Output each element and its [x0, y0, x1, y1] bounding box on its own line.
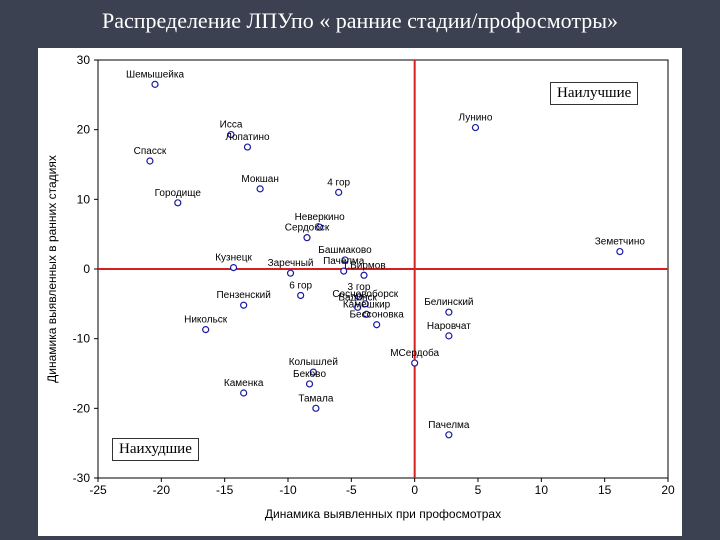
data-point [151, 80, 159, 88]
data-point [373, 321, 381, 329]
data-point-label: Шемышейка [126, 69, 185, 80]
chart-frame: -25 -20 -15 -10 -5 0 5 10 15 20 -30 -20 -10 0 10 20 30 Ди… [38, 48, 682, 536]
data-point-label: Тамала [298, 393, 333, 404]
data-point [286, 269, 295, 277]
data-point [361, 300, 369, 308]
data-point-label: Каменка [224, 378, 264, 389]
data-point-label: Исса [220, 120, 243, 131]
data-point-label: Никольск [184, 315, 228, 326]
data-point-label: Колышлей [289, 357, 338, 368]
data-point [335, 188, 343, 196]
data-point-label: Пачелма [428, 420, 470, 431]
data-point [256, 185, 264, 193]
data-point [411, 359, 419, 367]
data-point-label: Наровчат [427, 321, 471, 332]
data-point-label: Лунино [459, 113, 493, 124]
data-point-label: 4 гор [327, 177, 350, 188]
data-point [174, 199, 182, 207]
data-point-label: Башмаково [318, 245, 372, 256]
x-tick-label: 0 [411, 483, 418, 497]
data-point-label: Вадинск [338, 292, 377, 303]
points-layer [146, 80, 624, 439]
data-point-label: Спасск [134, 146, 167, 157]
data-point [355, 293, 363, 301]
data-point-label: Пензенский [216, 290, 270, 301]
data-point [229, 264, 238, 272]
x-axis-label: Динамика выявленных при профосмотрах [265, 507, 501, 521]
data-point [471, 123, 480, 132]
data-point [354, 303, 362, 311]
data-point-label: Камешкир [343, 299, 391, 310]
x-tick-label: 5 [475, 483, 482, 497]
x-tick-label: -10 [279, 483, 297, 497]
data-point-label: 3 гор [347, 282, 370, 293]
data-point [616, 247, 624, 256]
data-point-label: Сердобск [285, 222, 330, 234]
data-point-label: Бессоновка [349, 310, 404, 321]
x-tick-label: -20 [153, 483, 171, 497]
data-point [360, 271, 368, 279]
x-tick-label: 20 [661, 483, 675, 497]
data-point [362, 310, 371, 318]
data-point-label: Неверкино [295, 212, 346, 223]
x-tick-label: 10 [535, 483, 549, 497]
scatter-chart: -25 -20 -15 -10 -5 0 5 10 15 20 -30 -20 -10 0 10 20 30 Ди… [45, 53, 675, 521]
best-quadrant-label: Наилучшие [550, 82, 639, 105]
data-point [243, 143, 252, 151]
x-tick-label: -5 [346, 483, 357, 497]
y-tick-label: 10 [77, 192, 91, 206]
data-point [202, 326, 210, 334]
data-point-label: Земетчино [595, 237, 646, 248]
data-point [303, 234, 311, 242]
data-point-label: МСердоба [390, 347, 439, 359]
data-point [445, 308, 453, 316]
data-point-label: Заречный [268, 258, 314, 269]
data-point-label: 6 гор [289, 280, 312, 291]
worst-quadrant-label: Наихудшие [112, 438, 199, 461]
data-point [341, 256, 349, 264]
data-point-label: Бековo [293, 369, 326, 380]
y-tick-label: 20 [77, 123, 91, 137]
x-tick-label: 15 [598, 483, 612, 497]
y-tick-label: 30 [77, 53, 91, 67]
data-point [445, 431, 453, 439]
y-tick-label: 0 [83, 262, 90, 276]
data-point [312, 404, 320, 412]
data-point [309, 368, 317, 376]
data-point-label: Городище [155, 188, 202, 199]
data-point [297, 291, 305, 300]
data-point [240, 389, 248, 397]
data-point-label: Лопатино [225, 132, 270, 143]
data-point [227, 130, 235, 139]
y-tick-label: -10 [73, 332, 91, 346]
axes-layer: -25 -20 -15 -10 -5 0 5 10 15 20 -30 -20 -10 0 10 20 30 Ди… [45, 53, 675, 521]
data-point [305, 380, 314, 388]
data-point-label: Кузнецк [215, 253, 252, 264]
y-axis-label: Динамика выявленных в ранних стадиях [45, 155, 59, 383]
data-point [316, 223, 324, 231]
data-point [340, 267, 348, 275]
data-point-label: Пачелма [323, 256, 365, 267]
data-point [240, 301, 248, 309]
y-tick-label: -30 [73, 471, 91, 485]
data-point-label: Сосновоборск [332, 288, 398, 300]
data-point [445, 332, 453, 340]
x-tick-label: -25 [89, 483, 107, 497]
data-point-label: Белинский [424, 297, 473, 308]
data-point-label: Мокшан [241, 174, 279, 185]
y-tick-label: -20 [73, 401, 91, 415]
x-tick-label: -15 [216, 483, 234, 497]
reference-lines-layer [98, 60, 668, 478]
data-point-label: Т.Вирмов [342, 260, 385, 271]
slide-title: Распределение ЛПУпо « ранние стадии/проф… [101, 8, 618, 33]
data-point [146, 157, 154, 165]
